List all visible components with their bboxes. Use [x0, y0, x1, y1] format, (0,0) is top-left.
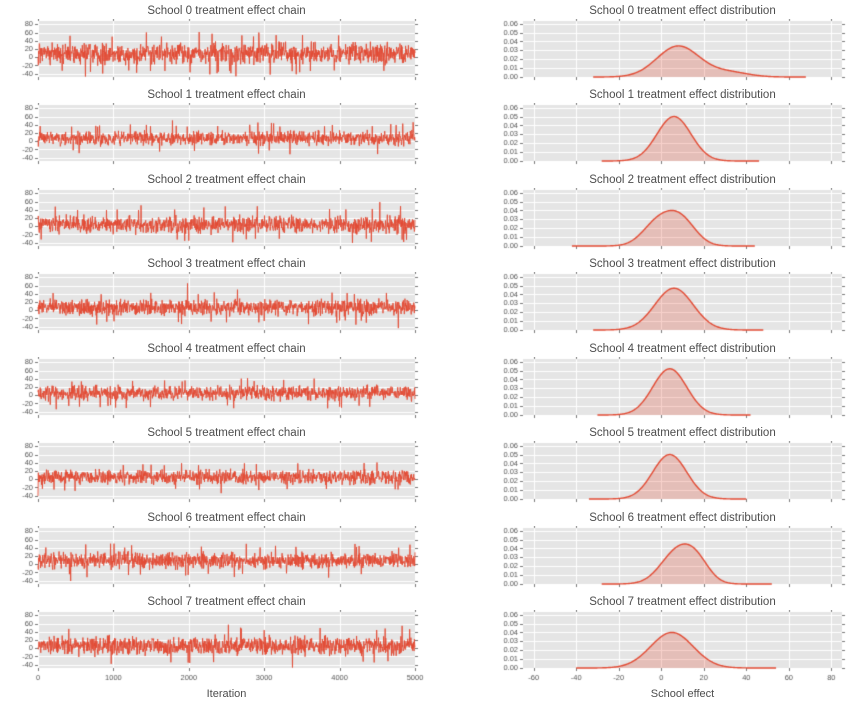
trace-plot-5	[8, 441, 425, 513]
trace-plot-6	[8, 526, 425, 598]
trace-title-3: School 3 treatment effect chain	[147, 258, 306, 270]
x-axis-label-iteration: Iteration	[206, 688, 247, 700]
trace-plot-2	[8, 188, 425, 260]
density-title-1: School 1 treatment effect distribution	[589, 89, 776, 101]
density-plot-0	[493, 19, 852, 91]
density-title-6: School 6 treatment effect distribution	[589, 512, 776, 524]
trace-title-6: School 6 treatment effect chain	[147, 512, 306, 524]
trace-plot-0	[8, 19, 425, 91]
trace-title-1: School 1 treatment effect chain	[147, 89, 306, 101]
density-plot-4	[493, 357, 852, 429]
trace-plot-3	[8, 272, 425, 344]
density-title-7: School 7 treatment effect distribution	[589, 596, 776, 608]
trace-title-2: School 2 treatment effect chain	[147, 174, 306, 186]
density-title-0: School 0 treatment effect distribution	[589, 5, 776, 17]
density-plot-1	[493, 103, 852, 175]
x-axis-label-school-effect: School effect	[650, 688, 715, 700]
density-plot-6	[493, 526, 852, 598]
density-plot-3	[493, 272, 852, 344]
trace-plot-1	[8, 103, 425, 175]
trace-plot-7	[8, 610, 425, 682]
density-title-3: School 3 treatment effect distribution	[589, 258, 776, 270]
density-plot-7	[493, 610, 852, 682]
trace-title-7: School 7 treatment effect chain	[147, 596, 306, 608]
density-plot-2	[493, 188, 852, 260]
density-title-2: School 2 treatment effect distribution	[589, 174, 776, 186]
trace-plot-4	[8, 357, 425, 429]
trace-title-5: School 5 treatment effect chain	[147, 427, 306, 439]
trace-title-4: School 4 treatment effect chain	[147, 343, 306, 355]
density-title-4: School 4 treatment effect distribution	[589, 343, 776, 355]
density-title-5: School 5 treatment effect distribution	[589, 427, 776, 439]
density-plot-5	[493, 441, 852, 513]
trace-title-0: School 0 treatment effect chain	[147, 5, 306, 17]
